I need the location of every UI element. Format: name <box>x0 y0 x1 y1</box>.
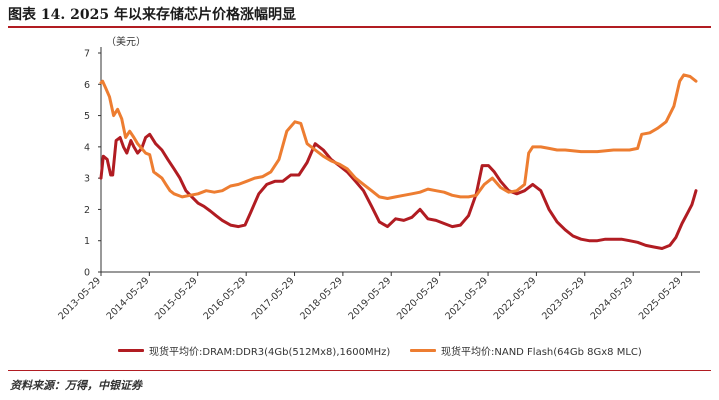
series-line-nand <box>99 73 698 200</box>
y-tick-label: 7 <box>84 49 90 60</box>
chart-axes: （美元） 0 1 2 3 4 5 6 7 2013-05-29 2014-05-29 2015-05-… <box>56 35 700 322</box>
x-tick-label: 2024-05-29 <box>589 275 636 322</box>
legend-swatch-dram <box>118 349 144 352</box>
title-divider <box>8 26 711 28</box>
x-tick-label: 2017-05-29 <box>250 275 297 322</box>
x-tick-label: 2025-05-29 <box>637 275 684 322</box>
x-tick-label: 2020-05-29 <box>395 275 442 322</box>
chart-series <box>99 73 698 250</box>
y-axis-unit-label: （美元） <box>106 35 146 48</box>
x-tick-label: 2019-05-29 <box>347 275 394 322</box>
source-divider <box>8 370 711 371</box>
figure-title: 图表 14. 2025 年以来存储芯片价格涨幅明显 <box>8 7 296 23</box>
source-note: 资料来源：万得，中银证券 <box>10 379 142 392</box>
y-tick-label: 2 <box>84 205 90 216</box>
y-tick-label: 5 <box>84 111 90 122</box>
x-tick-label: 2013-05-29 <box>56 275 103 322</box>
legend-label-nand: 现货平均价:NAND Flash(64Gb 8Gx8 MLC) <box>441 347 642 358</box>
x-tick-label: 2018-05-29 <box>298 275 345 322</box>
y-tick-label: 3 <box>84 174 90 185</box>
legend-item-nand[interactable]: 现货平均价:NAND Flash(64Gb 8Gx8 MLC) <box>410 343 642 358</box>
price-line-chart: （美元） 0 1 2 3 4 5 6 7 2013-05-29 2014-05-29 2015-05-… <box>56 35 700 322</box>
y-tick-label: 1 <box>84 236 90 247</box>
x-tick-label: 2022-05-29 <box>492 275 539 322</box>
x-tick-label: 2014-05-29 <box>105 275 152 322</box>
y-tick-label: 0 <box>84 268 90 279</box>
series-line-dram <box>99 132 698 250</box>
legend-label-dram: 现货平均价:DRAM:DDR3(4Gb(512Mx8),1600MHz) <box>149 347 391 358</box>
legend-item-dram[interactable]: 现货平均价:DRAM:DDR3(4Gb(512Mx8),1600MHz) <box>118 343 390 358</box>
x-tick-label: 2023-05-29 <box>540 275 587 322</box>
legend-swatch-nand <box>410 349 436 352</box>
chart-legend: 现货平均价:DRAM:DDR3(4Gb(512Mx8),1600MHz) 现货平… <box>0 343 719 358</box>
x-tick-label: 2016-05-29 <box>201 275 248 322</box>
x-tick-label: 2021-05-29 <box>443 275 490 322</box>
y-tick-label: 4 <box>84 142 90 153</box>
y-tick-label: 6 <box>84 80 90 91</box>
x-tick-label: 2015-05-29 <box>153 275 200 322</box>
